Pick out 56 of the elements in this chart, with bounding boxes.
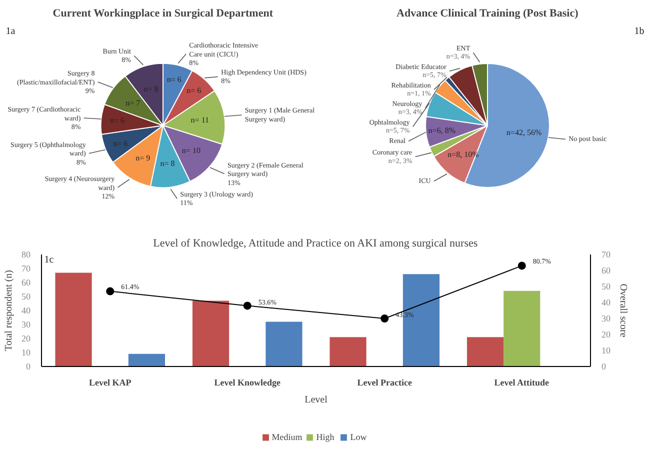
data-label: n= 8	[160, 159, 175, 168]
y-tick-label: 50	[22, 292, 31, 302]
bar	[192, 300, 230, 366]
y2-tick-label: 10	[602, 346, 611, 356]
text: 1a	[6, 26, 16, 37]
chart-title: Current Workingplace in Surgical Department	[52, 8, 274, 20]
y-tick-label: 70	[22, 264, 31, 274]
y2-tick-label: 60	[602, 266, 611, 276]
data-label: n= 9	[136, 153, 150, 162]
bar	[55, 272, 92, 366]
y2-tick-label: 30	[602, 314, 611, 324]
data-label: n= 6	[186, 86, 202, 95]
y-tick-label: 80	[22, 250, 31, 260]
y2-tick-label: 0	[602, 362, 606, 372]
legend-label: Low	[350, 432, 368, 442]
data-label: n= 8	[144, 84, 158, 94]
y2-tick-label: 40	[602, 298, 611, 308]
chart-title: Advance Clinical Training (Post Basic)	[396, 8, 579, 20]
bar	[466, 337, 504, 366]
y2-tick-label: 70	[602, 250, 611, 260]
bar	[504, 290, 540, 366]
bar	[128, 354, 166, 366]
point	[243, 302, 252, 310]
bar	[330, 337, 366, 366]
text: 1b	[634, 26, 644, 37]
y2-tick-label: 50	[602, 282, 611, 292]
y-tick-label: 60	[22, 278, 31, 288]
data-label: n= 6	[113, 138, 128, 148]
legend-label: Medium	[272, 432, 302, 442]
data-label: n=6, 8%	[428, 126, 456, 135]
y2-tick-label: 20	[602, 330, 611, 340]
data-label: n= 6	[166, 75, 182, 84]
y-tick-label: 30	[22, 320, 31, 330]
x-tick-label: Level Knowledge	[214, 378, 281, 388]
x-axis-title: Level	[304, 394, 328, 406]
y-tick-label: 10	[22, 348, 31, 358]
data-label: n= 7	[126, 98, 140, 108]
annotation: 1c	[44, 254, 54, 266]
x-tick-label: Level Attitude	[494, 378, 550, 388]
data-label: n= 6	[110, 116, 125, 126]
y-tick-label: 0	[26, 362, 31, 372]
data-label: n= 10	[182, 146, 200, 156]
point	[106, 287, 114, 296]
y2-axis-title: Overall score	[618, 284, 628, 338]
y-tick-label: 20	[22, 334, 31, 344]
data-label: n=42, 56%	[506, 128, 542, 138]
x-tick-label: Level Practice	[357, 378, 412, 388]
data-label: n= 11	[190, 116, 210, 125]
bar	[266, 322, 302, 366]
legend-label: High	[316, 432, 336, 442]
y-tick-label: 40	[22, 306, 31, 316]
x-tick-label: Level KAP	[89, 378, 132, 388]
y-axis-title: Total respondent (n)	[4, 270, 14, 351]
point	[380, 314, 389, 322]
chart-title: Level of Knowledge, Attitude and Practice on AKI among surgical nurses	[153, 238, 478, 250]
point	[518, 262, 526, 270]
